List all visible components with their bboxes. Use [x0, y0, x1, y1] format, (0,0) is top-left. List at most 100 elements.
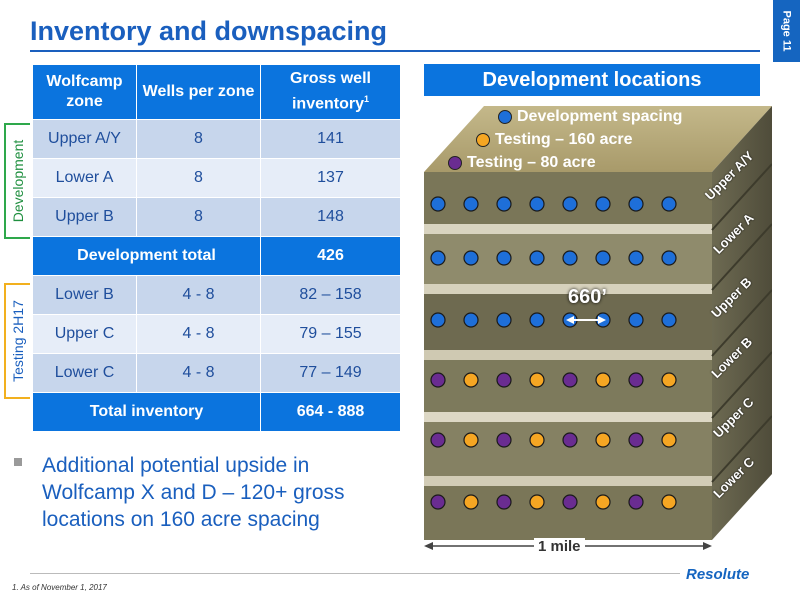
page-number-tab: Page 11 [773, 0, 800, 62]
zone-cell: Lower B [32, 275, 137, 315]
inventory-cell: 148 [260, 197, 401, 237]
page-title: Inventory and downspacing [30, 16, 388, 46]
table-header-row: Wolfcamp zone Wells per zone Gross well … [32, 64, 401, 120]
header-zone: Wolfcamp zone [32, 64, 137, 120]
spacing-arrow-head-left [566, 316, 574, 324]
legend-label: Testing – 80 acre [467, 154, 596, 171]
well-dot [463, 196, 479, 212]
blue-dot-icon [498, 110, 512, 124]
development-total-row: Development total 426 [32, 236, 401, 276]
well-dot [562, 372, 578, 388]
well-dot [628, 312, 644, 328]
wells-cell: 8 [136, 197, 261, 237]
header-wells: Wells per zone [136, 64, 261, 120]
well-dot [463, 250, 479, 266]
testing-side-label: Testing 2H17 [10, 300, 26, 382]
well-dot [496, 250, 512, 266]
legend-testing-160: Testing – 160 acre [476, 131, 633, 149]
well-dot [562, 432, 578, 448]
well-dot [661, 432, 677, 448]
well-dot [430, 196, 446, 212]
well-dot [463, 312, 479, 328]
zone-cell: Upper C [32, 314, 137, 354]
legend-label: Development spacing [517, 108, 683, 125]
table-row: Lower B 4 - 8 82 – 158 [32, 275, 401, 315]
rock-layers [424, 172, 712, 540]
table-row: Upper C 4 - 8 79 – 155 [32, 314, 401, 354]
header-inventory-label: Gross well inventory [290, 70, 371, 113]
well-dot [661, 250, 677, 266]
wells-cell: 8 [136, 158, 261, 198]
well-dot [463, 432, 479, 448]
legend-testing-80: Testing – 80 acre [448, 154, 596, 172]
legend-label: Testing – 160 acre [495, 131, 633, 148]
well-dot [628, 250, 644, 266]
well-dot [529, 196, 545, 212]
dev-total-label: Development total [32, 236, 261, 276]
wells-cell: 4 - 8 [136, 275, 261, 315]
table-row: Upper B 8 148 [32, 197, 401, 237]
well-dot [628, 494, 644, 510]
total-value: 664 - 888 [260, 392, 401, 432]
footnote: 1. As of November 1, 2017 [12, 583, 107, 592]
rock-block-diagram [424, 106, 772, 550]
well-dot [562, 250, 578, 266]
mile-arrow-head-left [424, 542, 433, 550]
development-bracket: Development [4, 123, 30, 239]
wells-cell: 4 - 8 [136, 353, 261, 393]
inventory-cell: 137 [260, 158, 401, 198]
well-dot [529, 494, 545, 510]
table-row: Lower C 4 - 8 77 – 149 [32, 353, 401, 393]
well-dot [529, 432, 545, 448]
well-dots [430, 196, 677, 510]
well-dot [496, 196, 512, 212]
well-dot [430, 372, 446, 388]
well-dot [661, 196, 677, 212]
well-dot [628, 196, 644, 212]
well-dot [529, 312, 545, 328]
block-top-face [424, 106, 772, 172]
total-label: Total inventory [32, 392, 261, 432]
inventory-cell: 82 – 158 [260, 275, 401, 315]
diagram-title: Development locations [424, 64, 760, 96]
well-dot [595, 372, 611, 388]
well-dot [496, 312, 512, 328]
well-dot [529, 250, 545, 266]
header-inventory: Gross well inventory1 [260, 64, 401, 120]
well-dot [430, 432, 446, 448]
well-dot [661, 494, 677, 510]
well-dot [628, 432, 644, 448]
dev-total-value: 426 [260, 236, 401, 276]
well-dot [463, 372, 479, 388]
company-logo: Resolute [686, 566, 750, 583]
side-layer-lines [711, 163, 772, 483]
inventory-cell: 79 – 155 [260, 314, 401, 354]
table-row: Lower A 8 137 [32, 158, 401, 198]
well-dot [628, 372, 644, 388]
well-dot [529, 372, 545, 388]
well-dot [595, 196, 611, 212]
well-dot [496, 494, 512, 510]
title-underline [30, 50, 760, 52]
development-side-label: Development [10, 139, 26, 223]
well-dot [661, 372, 677, 388]
well-dot [496, 432, 512, 448]
well-dot [562, 196, 578, 212]
well-dot [496, 372, 512, 388]
well-dot [430, 312, 446, 328]
mile-label: 1 mile [534, 538, 585, 555]
wells-cell: 4 - 8 [136, 314, 261, 354]
footer-rule [30, 573, 680, 574]
total-inventory-row: Total inventory 664 - 888 [32, 392, 401, 432]
well-dot [430, 494, 446, 510]
well-dot [430, 250, 446, 266]
spacing-arrow-head-right [598, 316, 606, 324]
bullet-square-icon [14, 458, 22, 466]
well-dot [595, 494, 611, 510]
bullet-text: Additional potential upside in Wolfcamp … [42, 454, 345, 531]
zone-cell: Upper B [32, 197, 137, 237]
page-number: Page 11 [780, 10, 793, 52]
wells-cell: 8 [136, 119, 261, 159]
legend-development: Development spacing [498, 108, 682, 126]
inventory-cell: 77 – 149 [260, 353, 401, 393]
